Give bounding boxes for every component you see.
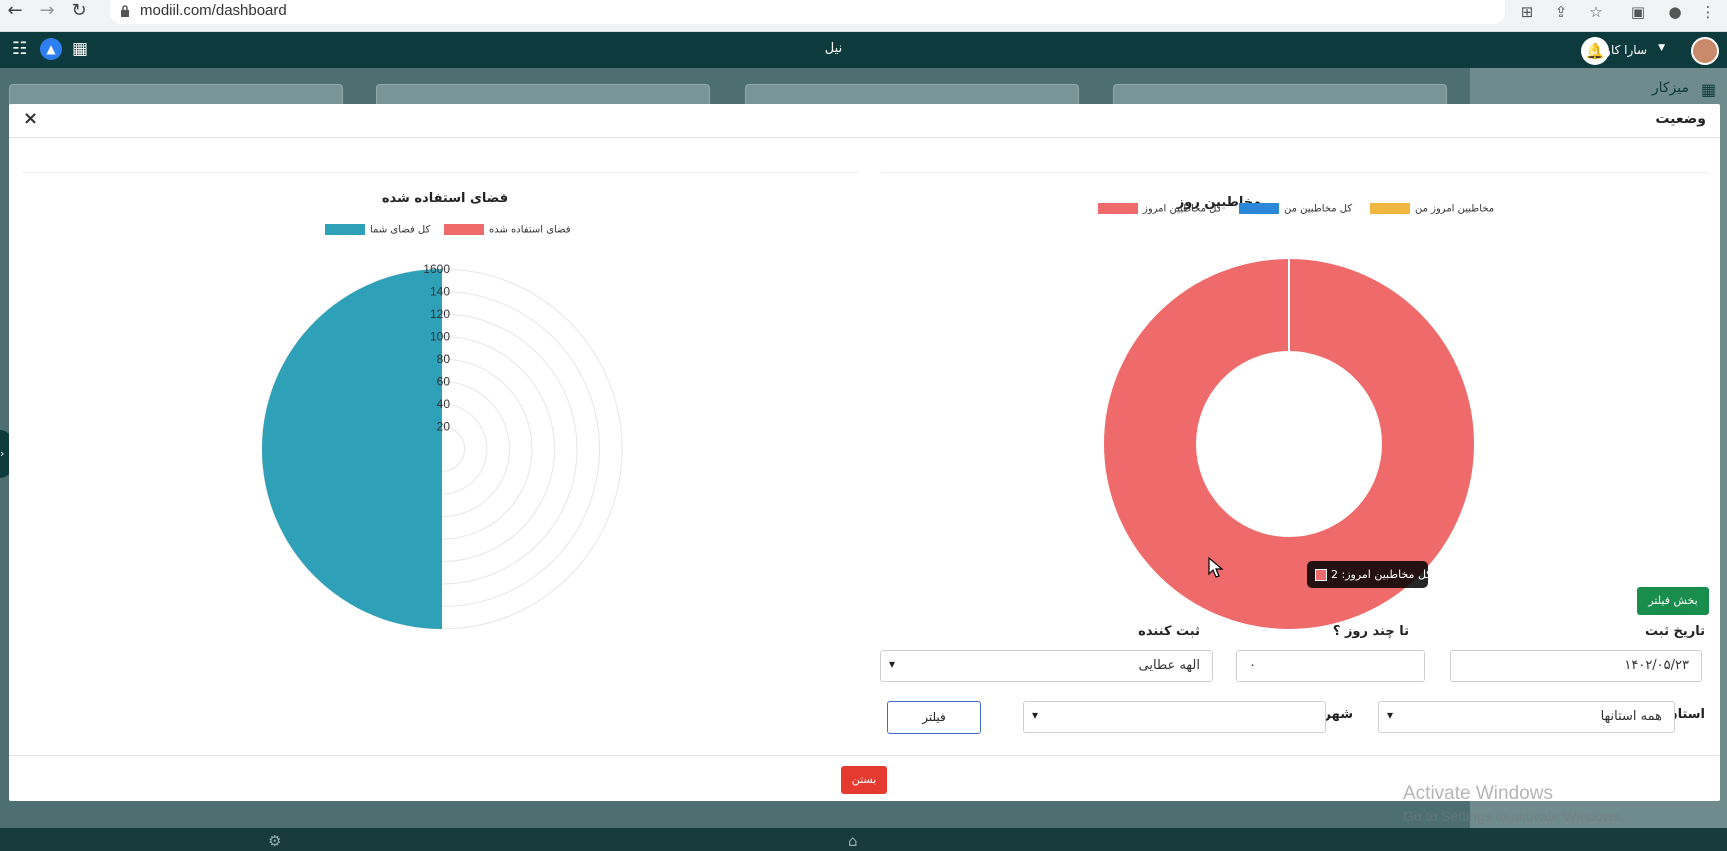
polar-segment[interactable] [262,269,442,629]
sidebar-item-dashboard[interactable]: میزکار [1651,80,1689,96]
polar-chart-title: فضای استفاده شده [381,191,509,206]
user-name[interactable]: سارا کاویانی [1584,43,1647,57]
province-label: استان [1666,707,1705,722]
task-list-icon[interactable]: ☷ [12,39,28,59]
tick-label: 40 [437,397,451,411]
legend-item[interactable]: کل فضای شما [325,224,430,236]
close-button[interactable]: بستن [841,766,887,794]
divider [23,172,858,173]
donut-chart[interactable] [1099,249,1479,629]
calendar-icon[interactable]: ▦ [72,39,89,59]
chevron-down-icon: ▾ [1032,708,1039,722]
polar-area-chart[interactable]: 1600 140 120 100 80 60 40 20 [247,249,637,629]
lock-icon [121,5,129,17]
city-select[interactable]: ▾ [1023,701,1326,733]
city-label: شهر [1323,707,1353,722]
bell-icon[interactable]: 🔔 [1581,37,1609,65]
filter-button[interactable]: فیلتر [887,701,981,734]
status-modal: × وضعیت مخاطبین روز فضای استفاده شده 160… [9,104,1720,801]
tooltip-swatch [1315,569,1327,581]
browser-toolbar: ← → ↻ modiil.com/dashboard ⊞ ⇪ ☆ ▣ ● ⋮ [0,0,1727,32]
forward-arrow-icon[interactable]: → [39,0,55,21]
filter-section-button[interactable]: بخش فیلتر [1637,587,1709,615]
tick-label: 1600 [423,262,450,276]
tooltip-label: کل مخاطبین امروز: 2 [1331,568,1432,581]
legend-label: کل مخاطبین من [1284,203,1353,215]
legend-swatch [444,224,484,235]
settings-gear-icon[interactable]: ⚙ [268,832,282,850]
bookmark-star-icon[interactable]: ☆ [1589,3,1603,21]
legend-swatch [1239,203,1279,214]
legend-item[interactable]: کل مخاطبین امروز [1098,203,1221,215]
logo-icon[interactable]: ▲ [40,38,62,60]
chart-tooltip: کل مخاطبین امروز: 2 [1307,561,1432,588]
caret-down-icon[interactable]: ▼ [1658,43,1665,53]
dashboard-grid-icon: ▦ [1701,80,1717,99]
province-value: همه استانها [1600,709,1662,724]
legend-item[interactable]: کل مخاطبین من [1239,203,1352,215]
tick-label: 140 [430,285,450,299]
date-input[interactable]: ۱۴۰۲/۰۵/۲۳ [1450,650,1702,682]
days-value: ۰ [1249,658,1256,673]
legend-swatch [325,224,365,235]
url-text: modiil.com/dashboard [140,2,287,19]
legend-label: مخاطبین امروز من [1415,203,1495,215]
tick-label: 80 [437,352,451,366]
menu-kebab-icon[interactable]: ⋮ [1700,3,1716,21]
side-panel-icon[interactable]: ▣ [1630,3,1646,21]
footer-bar [0,828,1727,851]
address-bar[interactable]: modiil.com/dashboard [110,0,1505,24]
translate-icon[interactable]: ⊞ [1520,3,1534,21]
profile-icon[interactable]: ● [1668,3,1682,21]
tick-label: 100 [430,330,450,344]
activate-windows-subtitle: Go to Settings to activate Windows. [1403,808,1624,824]
date-label: تاریخ ثبت [1645,624,1705,639]
app-header: ☷ ▲ ▦ نیل 🔔 سارا کاویانی ▼ [0,33,1727,68]
legend-label: کل مخاطبین امروز [1143,203,1222,215]
legend-swatch [1098,203,1138,214]
reload-icon[interactable]: ↻ [71,0,87,21]
legend-item[interactable]: فضای استفاده شده [444,224,571,236]
modal-header: × وضعیت [9,104,1720,138]
avatar[interactable] [1691,37,1719,65]
app-title: نیل [824,41,843,56]
days-input[interactable]: ۰ [1236,650,1425,682]
close-icon[interactable]: × [23,108,39,129]
date-value: ۱۴۰۲/۰۵/۲۳ [1624,658,1689,673]
days-label: تا چند روز ؟ [1332,624,1409,639]
chevron-down-icon: ▾ [1387,708,1394,722]
chevron-down-icon: ▾ [889,657,896,671]
activate-windows-title: Activate Windows [1403,783,1553,804]
legend-item[interactable]: مخاطبین امروز من [1370,203,1494,215]
share-icon[interactable]: ⇪ [1554,3,1568,21]
legend-label: فضای استفاده شده [489,224,571,236]
tick-label: 60 [437,375,451,389]
legend-swatch [1370,203,1410,214]
modal-title: وضعیت [1655,111,1706,127]
registrar-value: الهه عطایی [1138,658,1200,673]
registrar-label: ثبت کننده [1138,624,1200,639]
tick-label: 120 [430,307,450,321]
tick-label: 20 [437,420,451,434]
legend-label: کل فضای شما [370,224,431,236]
back-arrow-icon[interactable]: ← [7,0,23,21]
registrar-select[interactable]: ▾ الهه عطایی [880,650,1213,682]
province-select[interactable]: ▾ همه استانها [1378,701,1675,733]
home-icon[interactable]: ⌂ [848,832,858,850]
divider [881,172,1708,173]
mouse-cursor-icon [1208,557,1224,578]
footer-divider [9,755,1720,756]
